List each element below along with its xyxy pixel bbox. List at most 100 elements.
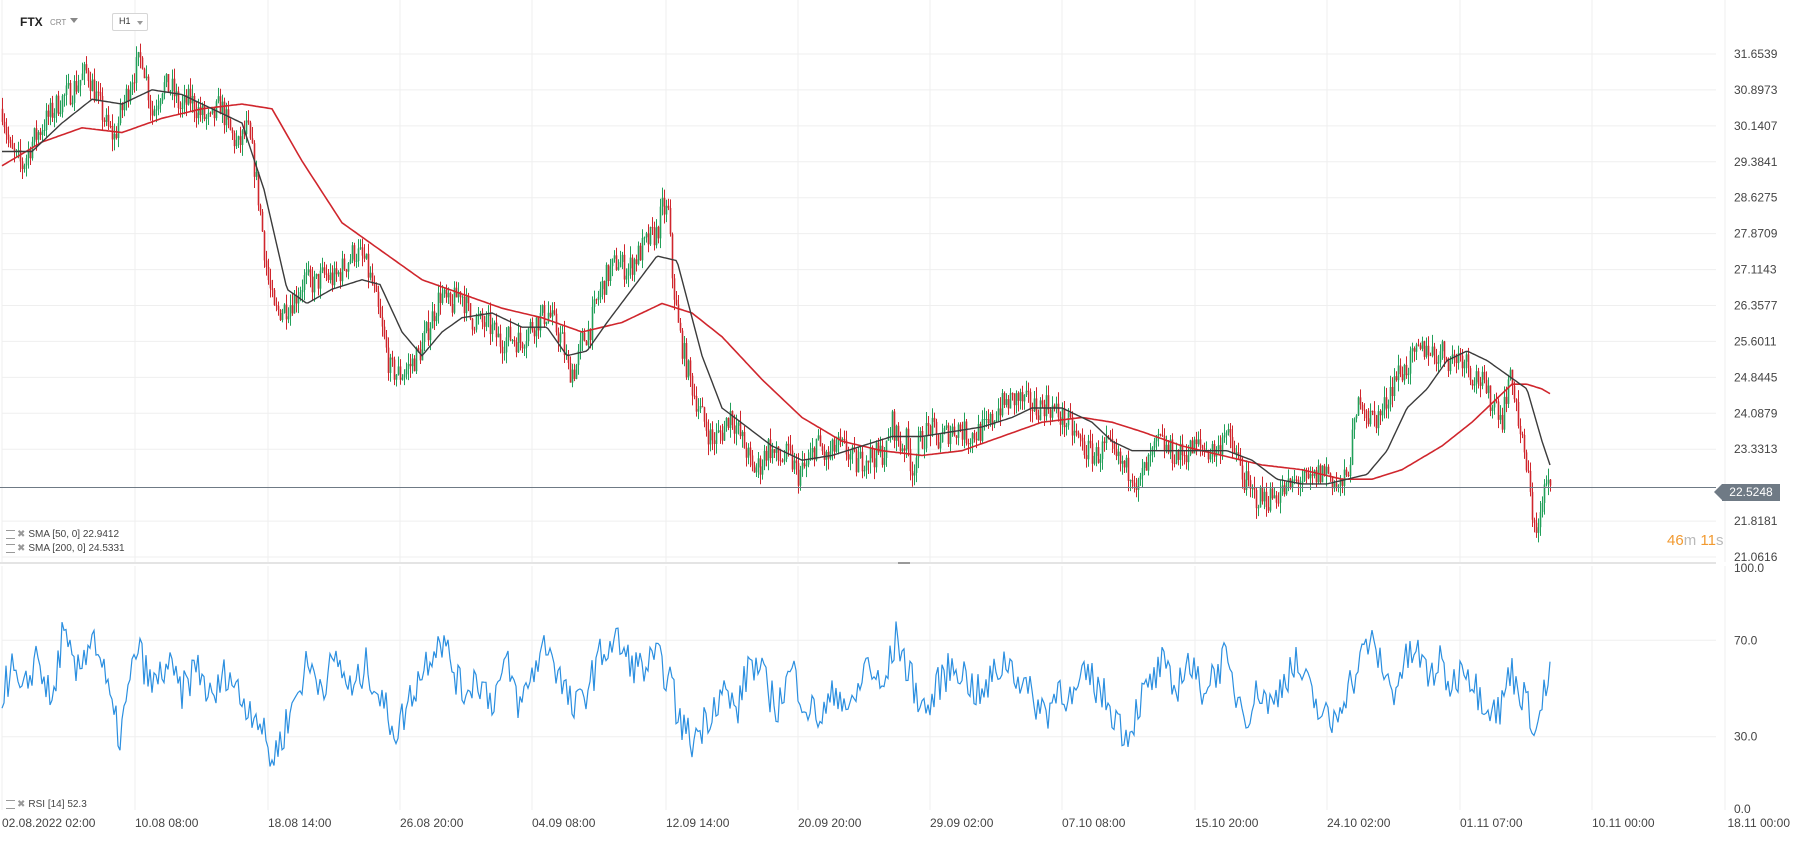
sma50-legend[interactable]: ✖ SMA [50, 0] 22.9412 [6, 529, 119, 540]
candle-body [1287, 478, 1290, 483]
candle-body [709, 429, 712, 445]
candle-body [1083, 441, 1086, 456]
sma200-value: 24.5331 [88, 543, 125, 554]
price-axis-label: 21.8181 [1734, 514, 1778, 528]
time-axis-label: 18.08 14:00 [268, 816, 332, 830]
candle-body [1343, 469, 1346, 486]
candle-body [207, 112, 210, 117]
candle-body [1325, 466, 1328, 475]
settings-icon[interactable] [6, 543, 15, 553]
timeframe-value: H1 [119, 16, 131, 26]
candle-body [1221, 437, 1224, 455]
candle-body [683, 343, 686, 359]
price-axis-label: 29.3841 [1734, 155, 1778, 169]
candle-body [1503, 396, 1506, 430]
candle-body [1143, 462, 1146, 468]
candle-body [1449, 359, 1452, 372]
pane-resize-handle [898, 562, 910, 564]
candle-body [65, 85, 68, 95]
rsi-axis-label: 30.0 [1734, 730, 1758, 744]
candle-body [395, 374, 398, 380]
candle-body [1115, 448, 1118, 457]
candle-body [1403, 364, 1406, 381]
candle-body [379, 306, 382, 318]
candle-body [1007, 399, 1010, 409]
symbol-label[interactable]: FTX [20, 15, 43, 29]
rsi-legend[interactable]: ✖ RSI [14] 52.3 [6, 799, 87, 810]
candle-body [1429, 355, 1432, 357]
candle-body [995, 419, 998, 422]
time-axis-label: 10.11 00:00 [1592, 816, 1655, 830]
close-icon[interactable]: ✖ [17, 543, 26, 554]
candle-body [505, 337, 508, 353]
time-axis-label: 10.08 08:00 [135, 816, 199, 830]
candle-body [929, 425, 932, 435]
candle-body [11, 143, 14, 149]
candle-body [1455, 355, 1458, 364]
candle-body [591, 306, 594, 341]
candle-body [629, 257, 632, 269]
candle-body [149, 100, 152, 109]
candle-body [1509, 369, 1512, 380]
timeframe-select[interactable]: H1 [112, 13, 148, 31]
candle-body [893, 411, 896, 441]
close-icon[interactable]: ✖ [17, 529, 26, 540]
candle-body [1271, 488, 1274, 499]
candle-body [739, 422, 742, 437]
symbol-dropdown-icon[interactable] [70, 18, 78, 23]
candle-body [1293, 479, 1296, 481]
candle-body [231, 129, 234, 134]
candle-body [289, 305, 292, 317]
candle-body [571, 369, 574, 383]
candle-body [193, 95, 196, 113]
rsi-value: 52.3 [67, 799, 87, 810]
candle-body [1409, 350, 1412, 374]
settings-icon[interactable] [6, 799, 15, 809]
candle-body [583, 332, 586, 342]
candle-body [257, 171, 260, 206]
candle-body [1073, 430, 1076, 436]
candle-body [1533, 519, 1536, 523]
candle-body [363, 255, 366, 259]
candle-body [587, 328, 590, 346]
candle-body [727, 417, 730, 428]
candle-body [631, 257, 634, 275]
candle-body [1127, 457, 1130, 481]
time-axis-label: 15.10 20:00 [1195, 816, 1259, 830]
candle-body [61, 95, 64, 113]
candle-body [351, 245, 354, 260]
candle-body [49, 102, 52, 117]
candle-body [1499, 414, 1502, 420]
candle-body [23, 165, 26, 170]
price-axis-label: 25.6011 [1734, 334, 1777, 348]
candle-body [713, 440, 716, 444]
candle-body [637, 245, 640, 265]
candle-body [935, 421, 938, 434]
candle-body [927, 422, 930, 426]
candle-body [347, 263, 350, 272]
candle-body [229, 119, 232, 130]
candle-body [205, 116, 208, 120]
time-axis-label: 29.09 02:00 [930, 816, 994, 830]
candle-body [35, 128, 38, 140]
candle-body [1367, 418, 1370, 425]
candle-body [457, 291, 460, 298]
candle-body [1545, 483, 1548, 485]
candle-body [55, 95, 58, 113]
candle-body [1155, 435, 1158, 442]
candle-body [899, 441, 902, 452]
candle-body [733, 425, 736, 434]
candle-body [965, 421, 968, 444]
sma200-legend[interactable]: ✖ SMA [200, 0] 24.5331 [6, 543, 125, 554]
candle-body [1357, 397, 1360, 416]
candle-body [63, 94, 66, 96]
candle-body [273, 290, 276, 306]
candle-body [159, 100, 162, 106]
settings-icon[interactable] [6, 529, 15, 539]
candle-body [1183, 455, 1186, 457]
candle-body [249, 122, 252, 139]
candle-body [775, 446, 778, 453]
close-icon[interactable]: ✖ [17, 799, 26, 810]
candle-body [209, 112, 212, 114]
